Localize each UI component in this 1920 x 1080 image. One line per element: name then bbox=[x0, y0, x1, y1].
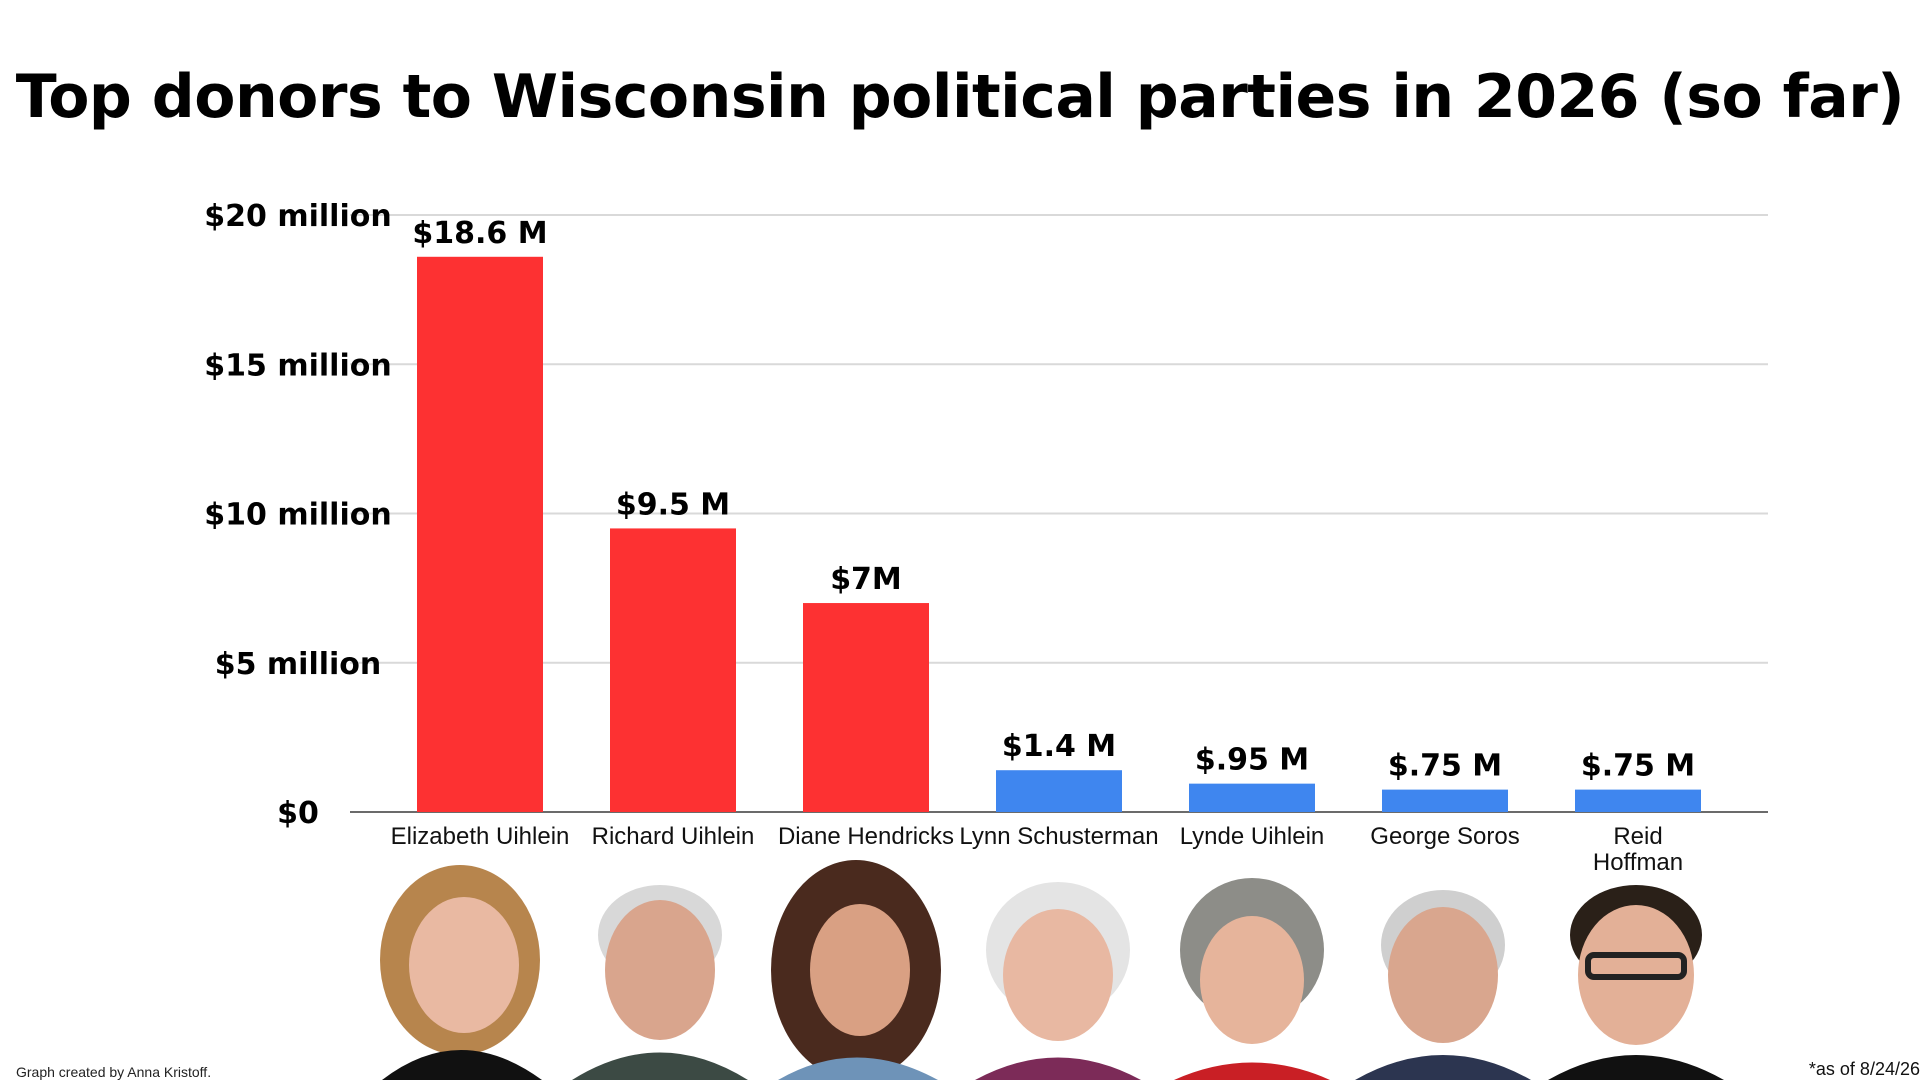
bar bbox=[1575, 789, 1701, 812]
x-tick-label: Diane Hendricks bbox=[778, 823, 954, 850]
bar bbox=[996, 770, 1122, 812]
data-label: $9.5 M bbox=[616, 487, 730, 522]
bar bbox=[1189, 783, 1315, 812]
bar bbox=[417, 256, 543, 812]
bar bbox=[610, 528, 736, 812]
y-tick-label: $0 bbox=[277, 796, 319, 831]
as-of-note: *as of 8/24/26 bbox=[1808, 1059, 1920, 1079]
bar bbox=[803, 603, 929, 812]
portrait-diane-hendricks bbox=[768, 855, 944, 1080]
data-label: $7M bbox=[830, 562, 902, 597]
data-label: $18.6 M bbox=[412, 216, 547, 251]
portrait-reid-hoffman bbox=[1548, 855, 1724, 1080]
portrait-george-soros bbox=[1355, 855, 1531, 1080]
chart-credit: Graph created by Anna Kristoff. bbox=[16, 1064, 212, 1080]
x-tick-label: Lynde Uihlein bbox=[1180, 823, 1325, 850]
y-tick-label: $10 million bbox=[204, 498, 391, 533]
x-tick-label: Elizabeth Uihlein bbox=[391, 823, 570, 850]
x-tick-label: George Soros bbox=[1370, 823, 1519, 850]
portrait-lynde-uihlein bbox=[1164, 855, 1340, 1080]
portrait-lynn-schusterman bbox=[970, 855, 1146, 1080]
data-label: $.75 M bbox=[1581, 749, 1695, 784]
chart-title: Top donors to Wisconsin political partie… bbox=[15, 62, 1905, 132]
portrait-richard-uihlein bbox=[572, 855, 748, 1080]
y-tick-label: $5 million bbox=[215, 647, 382, 682]
x-tick-label: Richard Uihlein bbox=[592, 823, 755, 850]
data-label: $1.4 M bbox=[1002, 729, 1116, 764]
portrait-elizabeth-uihlein bbox=[372, 855, 548, 1080]
x-tick-label: Reid Hoffman bbox=[1593, 823, 1683, 876]
x-tick-label: Lynn Schusterman bbox=[959, 823, 1158, 850]
data-label: $.95 M bbox=[1195, 743, 1309, 778]
y-tick-label: $15 million bbox=[204, 348, 391, 383]
y-tick-label: $20 million bbox=[204, 199, 391, 234]
bar bbox=[1382, 789, 1508, 812]
data-label: $.75 M bbox=[1388, 749, 1502, 784]
